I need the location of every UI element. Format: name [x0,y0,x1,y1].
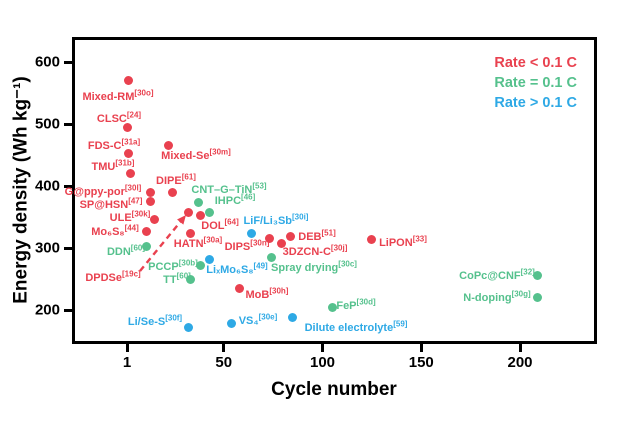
y-tick-mark [64,60,72,64]
point-dipe [167,187,177,197]
point-copc-cnf [533,271,543,281]
y-tick-label: 500 [34,115,60,133]
point-label-fep: FeP[30d] [336,297,376,312]
legend-item-rate-eq: Rate = 0.1 C [494,75,577,91]
point-label-spray-drying: Spray drying[30c] [271,259,357,274]
point-ule [150,214,160,224]
point-dpdse [183,207,193,217]
point-sp-hsn [146,197,156,206]
legend-item-rate-lt: Rate < 0.1 C [494,55,577,71]
point-label-ddn: DDN[60] [106,243,146,258]
point-label-dips: DIPS[30n] [224,238,270,253]
point-hatn [185,228,195,238]
point-deb [286,232,296,242]
point-dol [195,211,205,221]
point-ihpc [205,208,215,218]
point-li-mo-s [205,255,215,265]
x-tick-mark [321,344,325,352]
x-tick-label: 50 [215,354,233,371]
point-clsc [122,122,132,132]
point-mo-s [142,226,152,236]
point-dips [264,233,274,243]
point-dilute-electrolyte [288,312,298,322]
point-label-mob: MoB[30h] [245,286,289,301]
point-label-dpdse: DPDSe[19c] [85,269,141,284]
y-tick-mark [64,184,72,188]
point-label-dipe: DIPE[61] [156,172,196,187]
point-lipon [367,235,377,245]
point-tmu [126,169,136,179]
point-label-pccp: PCCP[30b] [148,258,198,273]
y-tick-label: 600 [34,53,60,71]
plot-area [72,37,597,344]
point-pccp [195,260,205,270]
chart-legend: Rate < 0.1 C Rate = 0.1 C Rate > 0.1 C [494,53,577,113]
point-li-se-s [183,322,193,332]
point-lif-li-sb [246,229,256,239]
point-label-3dzcn-c: 3DZCN-C[30j] [282,243,348,258]
point-label-ule: ULE[30k] [109,209,151,224]
point-n-doping [533,293,543,303]
x-tick-label: 150 [408,354,434,371]
point-label-ihpc: IHPC[46] [214,192,256,207]
point-mixed-rm [124,76,134,86]
point-label-tt: TT[60] [163,271,191,286]
y-tick-label: 200 [34,301,60,319]
point-label-mo-s: Mo₆S₈[44] [91,223,139,238]
point-fep [327,303,337,313]
point-label-hatn: HATN[30a] [173,235,223,250]
point-mixed-se [163,141,173,151]
point-label-li-mo-s: LiₓMo₆S₈[49] [206,261,268,276]
point-label-lipon: LiPON[33] [379,234,427,249]
y-tick-mark [64,122,72,126]
point-label-deb: DEB[51] [298,228,336,243]
point-vs [227,318,237,328]
point-label-mixed-rm: Mixed-RM[30o] [82,88,154,103]
y-tick-mark [64,308,72,312]
x-tick-label: 1 [122,354,132,371]
point-label-n-doping: N-doping[30g] [463,289,531,304]
y-tick-label: 300 [34,239,60,257]
legend-item-rate-gt: Rate > 0.1 C [494,95,577,111]
point-spray-drying [266,252,276,262]
point-label-fds-c: FDS-C[31a] [87,137,141,152]
point-label-copc-cnf: CoPc@CNF[32] [459,267,535,282]
x-tick-label: 100 [310,354,336,371]
x-tick-mark [222,344,226,352]
point-mob [235,284,245,294]
point-g-ppy-por [146,187,156,197]
point-cnt-g-tin [193,198,203,208]
x-tick-mark [518,344,522,352]
point-label-vs: VS₄[30e] [238,312,278,327]
point-label-clsc: CLSC[24] [96,110,142,125]
point-ddn [142,242,152,252]
point-fds-c [124,149,134,159]
point-label-dol: DOL[64] [201,217,239,232]
x-tick-mark [125,344,129,352]
point-label-sp-hsn: SP@HSN[47] [79,196,143,211]
point-label-tmu: TMU[31b] [91,158,135,173]
point-label-cnt-g-tin: CNT–G–TiN[53] [191,181,267,196]
x-tick-label: 200 [507,354,533,371]
point-label-dilute-electrolyte: Dilute electrolyte[59] [304,319,408,334]
y-tick-label: 400 [34,177,60,195]
point-label-g-ppy-por: G@ppy-por[30l] [64,183,142,198]
point-label-mixed-se: Mixed-Se[30m] [161,147,231,162]
x-axis-title: Cycle number [271,379,397,400]
point-tt [185,274,195,284]
point-3dzcn-c [276,239,286,249]
point-label-li-se-s: Li/Se-S[30f] [127,313,183,328]
x-tick-mark [419,344,423,352]
y-tick-mark [64,246,72,250]
point-label-lif-li-sb: LiF/Li₃Sb[30i] [243,212,309,227]
